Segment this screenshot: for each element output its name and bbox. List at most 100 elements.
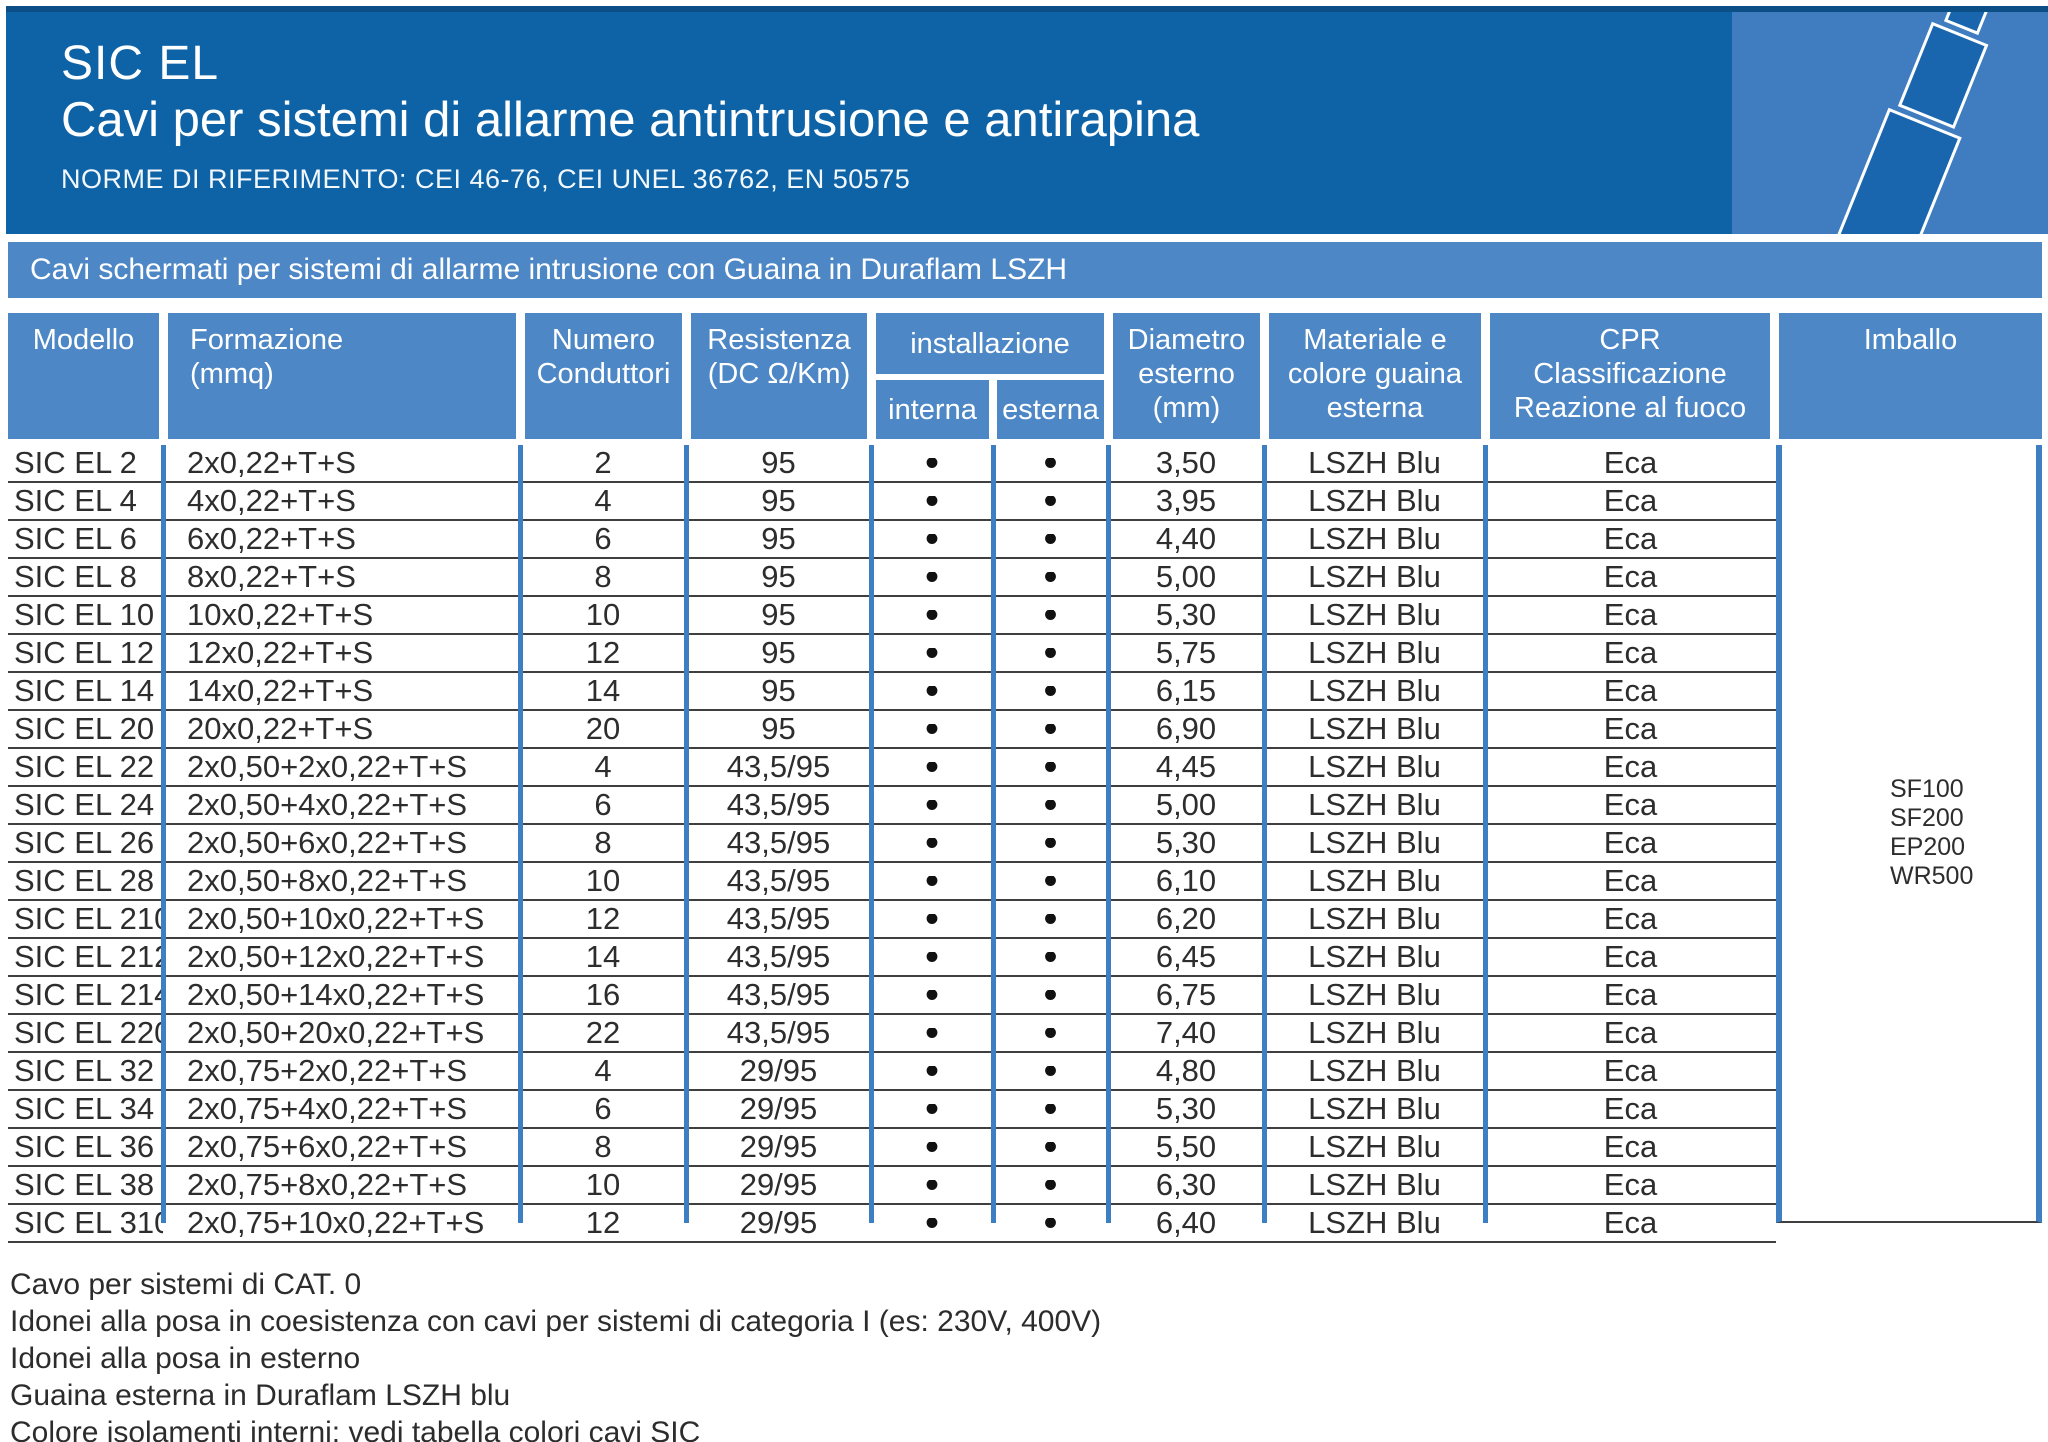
cell-resistenza: 95 bbox=[761, 711, 796, 746]
cell-formazione: 2x0,75+10x0,22+T+S bbox=[187, 1205, 485, 1240]
cell-guaina: LSZH Blu bbox=[1308, 1167, 1441, 1202]
esterna-dot-icon: • bbox=[993, 686, 1108, 696]
note-line: Colore isolamenti interni: vedi tabella … bbox=[10, 1416, 701, 1442]
table-row: SIC EL 220 2x0,50+20x0,22+T+S 22 43,5/95… bbox=[8, 1015, 1776, 1053]
note-line: Idonei alla posa in esterno bbox=[10, 1342, 361, 1375]
table-row: SIC EL 10 10x0,22+T+S 10 95 • • 5,30 LSZ… bbox=[8, 597, 1776, 635]
cell-cpr: Eca bbox=[1603, 445, 1658, 480]
col-header-formazione: Formazione (mmq) bbox=[168, 313, 516, 439]
cell-guaina: LSZH Blu bbox=[1308, 787, 1441, 822]
section-bar: Cavi schermati per sistemi di allarme in… bbox=[8, 242, 2042, 298]
cell-diametro: 4,45 bbox=[1155, 749, 1217, 784]
note-line: Idonei alla posa in coesistenza con cavi… bbox=[10, 1305, 1102, 1338]
imballo-value: WR500 bbox=[1890, 862, 1974, 890]
cell-guaina: LSZH Blu bbox=[1308, 939, 1441, 974]
table-row: SIC EL 24 2x0,50+4x0,22+T+S 6 43,5/95 • … bbox=[8, 787, 1776, 825]
cell-modello: SIC EL 32 bbox=[14, 1053, 155, 1088]
table-row: SIC EL 4 4x0,22+T+S 4 95 • • 3,95 LSZH B… bbox=[8, 483, 1776, 521]
cell-modello: SIC EL 214 bbox=[14, 977, 163, 1012]
cell-guaina: LSZH Blu bbox=[1308, 673, 1441, 708]
cell-cpr: Eca bbox=[1603, 521, 1658, 556]
cell-modello: SIC EL 36 bbox=[14, 1129, 155, 1164]
cell-modello: SIC EL 22 bbox=[14, 749, 155, 784]
cell-numero-conduttori: 2 bbox=[594, 445, 612, 480]
cell-formazione: 8x0,22+T+S bbox=[187, 559, 356, 594]
cell-formazione: 2x0,75+6x0,22+T+S bbox=[187, 1129, 468, 1164]
esterna-dot-icon: • bbox=[993, 648, 1108, 658]
cell-modello: SIC EL 20 bbox=[14, 711, 155, 746]
esterna-dot-icon: • bbox=[993, 1142, 1108, 1152]
table-row: SIC EL 2 2x0,22+T+S 2 95 • • 3,50 LSZH B… bbox=[8, 445, 1776, 483]
cell-modello: SIC EL 28 bbox=[14, 863, 155, 898]
interna-dot-icon: • bbox=[871, 1066, 993, 1076]
cell-resistenza: 43,5/95 bbox=[726, 901, 831, 936]
column-separator bbox=[518, 445, 523, 1223]
cell-formazione: 20x0,22+T+S bbox=[187, 711, 374, 746]
cell-resistenza: 29/95 bbox=[739, 1167, 818, 1202]
cell-diametro: 6,10 bbox=[1155, 863, 1217, 898]
cell-cpr: Eca bbox=[1603, 977, 1658, 1012]
interna-dot-icon: • bbox=[871, 1142, 993, 1152]
cell-guaina: LSZH Blu bbox=[1308, 597, 1441, 632]
esterna-dot-icon: • bbox=[993, 572, 1108, 582]
cell-resistenza: 95 bbox=[761, 559, 796, 594]
cell-guaina: LSZH Blu bbox=[1308, 1053, 1441, 1088]
cell-modello: SIC EL 14 bbox=[14, 673, 155, 708]
cell-resistenza: 29/95 bbox=[739, 1053, 818, 1088]
cell-cpr: Eca bbox=[1603, 1129, 1658, 1164]
cell-cpr: Eca bbox=[1603, 1205, 1658, 1240]
cell-guaina: LSZH Blu bbox=[1308, 711, 1441, 746]
col-header-cpr: CPR Classificazione Reazione al fuoco bbox=[1490, 313, 1770, 439]
table-row: SIC EL 26 2x0,50+6x0,22+T+S 8 43,5/95 • … bbox=[8, 825, 1776, 863]
cell-cpr: Eca bbox=[1603, 597, 1658, 632]
cell-numero-conduttori: 10 bbox=[585, 863, 621, 898]
section-bar-label: Cavi schermati per sistemi di allarme in… bbox=[30, 253, 1068, 286]
cell-modello: SIC EL 310 bbox=[14, 1205, 163, 1240]
column-separator bbox=[1483, 445, 1488, 1223]
cell-numero-conduttori: 4 bbox=[594, 483, 612, 518]
cell-numero-conduttori: 4 bbox=[594, 1053, 612, 1088]
cell-diametro: 5,75 bbox=[1155, 635, 1217, 670]
cell-numero-conduttori: 12 bbox=[585, 635, 621, 670]
cell-numero-conduttori: 8 bbox=[594, 559, 612, 594]
column-separator bbox=[991, 445, 996, 1223]
interna-dot-icon: • bbox=[871, 534, 993, 544]
interna-dot-icon: • bbox=[871, 952, 993, 962]
cell-formazione: 2x0,50+20x0,22+T+S bbox=[187, 1015, 485, 1050]
column-separator bbox=[684, 445, 689, 1223]
cell-resistenza: 95 bbox=[761, 597, 796, 632]
cell-diametro: 6,20 bbox=[1155, 901, 1217, 936]
cell-modello: SIC EL 4 bbox=[14, 483, 137, 518]
table-row: SIC EL 14 14x0,22+T+S 14 95 • • 6,15 LSZ… bbox=[8, 673, 1776, 711]
esterna-dot-icon: • bbox=[993, 990, 1108, 1000]
cell-guaina: LSZH Blu bbox=[1308, 559, 1441, 594]
cell-modello: SIC EL 34 bbox=[14, 1091, 155, 1126]
cell-diametro: 6,90 bbox=[1155, 711, 1217, 746]
cell-formazione: 2x0,50+2x0,22+T+S bbox=[187, 749, 468, 784]
cell-modello: SIC EL 2 bbox=[14, 445, 137, 480]
cell-formazione: 14x0,22+T+S bbox=[187, 673, 374, 708]
cell-formazione: 2x0,22+T+S bbox=[187, 445, 356, 480]
cable-illustration-panel bbox=[1732, 12, 2048, 234]
interna-dot-icon: • bbox=[871, 458, 993, 468]
cell-resistenza: 29/95 bbox=[739, 1205, 818, 1240]
esterna-dot-icon: • bbox=[993, 496, 1108, 506]
col-header-materiale-guaina: Materiale e colore guaina esterna bbox=[1269, 313, 1481, 439]
interna-dot-icon: • bbox=[871, 876, 993, 886]
cell-diametro: 3,50 bbox=[1155, 445, 1217, 480]
interna-dot-icon: • bbox=[871, 648, 993, 658]
table-row: SIC EL 36 2x0,75+6x0,22+T+S 8 29/95 • • … bbox=[8, 1129, 1776, 1167]
cell-diametro: 7,40 bbox=[1155, 1015, 1217, 1050]
table-row: SIC EL 20 20x0,22+T+S 20 95 • • 6,90 LSZ… bbox=[8, 711, 1776, 749]
cell-resistenza: 95 bbox=[761, 673, 796, 708]
cell-numero-conduttori: 10 bbox=[585, 1167, 621, 1202]
esterna-dot-icon: • bbox=[993, 762, 1108, 772]
esterna-dot-icon: • bbox=[993, 534, 1108, 544]
cell-diametro: 4,80 bbox=[1155, 1053, 1217, 1088]
cell-guaina: LSZH Blu bbox=[1308, 749, 1441, 784]
esterna-dot-icon: • bbox=[993, 1104, 1108, 1114]
cell-numero-conduttori: 14 bbox=[585, 939, 621, 974]
cell-cpr: Eca bbox=[1603, 1053, 1658, 1088]
cell-modello: SIC EL 210 bbox=[14, 901, 163, 936]
